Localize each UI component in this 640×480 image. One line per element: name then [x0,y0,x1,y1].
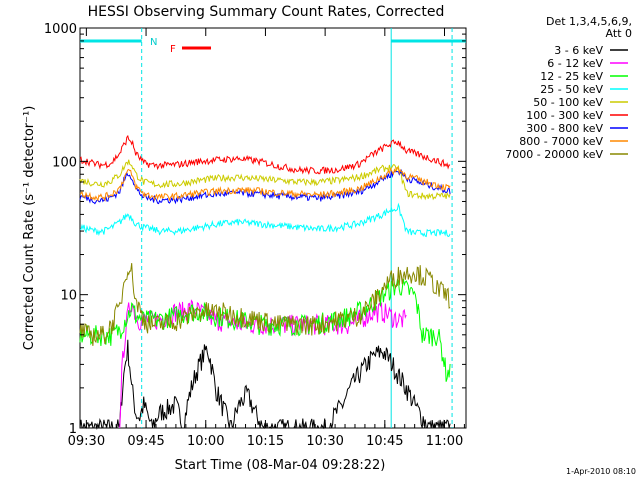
x-tick-label-3: 10:15 [247,434,284,449]
legend-label-6-12-kev: 6 - 12 keV [547,57,603,70]
y-axis-label: Corrected Count Rate (s⁻¹ detector⁻¹) [22,106,37,351]
legend-label-12-25-kev: 12 - 25 keV [540,70,603,83]
legend-label-50-100-kev: 50 - 100 keV [533,96,603,109]
x-axis-label: Start Time (08-Mar-04 09:28:22) [175,458,386,473]
chart-title: HESSI Observing Summary Count Rates, Cor… [88,4,445,20]
legend-label-100-300-kev: 100 - 300 keV [526,109,603,122]
night-marker: N [150,37,157,48]
y-tick-label-1: 10 [60,289,77,304]
series-line-300-800-kev [79,169,451,205]
legend-label-7000-20000-kev: 7000 - 20000 keV [505,148,603,161]
series-layer [79,134,451,430]
x-tick-label-4: 10:30 [306,434,343,449]
x-tick-label-1: 09:45 [127,434,164,449]
flare-marker: F [170,44,176,55]
legend-header-line-2: Att 0 [606,27,632,40]
x-tick-label-5: 10:45 [366,434,403,449]
series-line-3-6-kev [79,339,451,430]
legend-label-800-7000-kev: 800 - 7000 keV [519,135,603,148]
timestamp: 1-Apr-2010 08:10 [566,467,636,476]
plot-area: 09:30 09:45 10:00 10:15 10:30 10:45 11:00 1 10 10… [44,22,467,449]
axis-ticks: 09:30 09:45 10:00 10:15 10:30 10:45 11:00 1 10 10… [44,22,466,449]
y-tick-label-2: 100 [52,155,77,170]
y-tick-label-0: 1 [69,422,77,437]
x-tick-label-0: 09:30 [68,434,105,449]
legend-label-25-50-kev: 25 - 50 keV [540,83,603,96]
series-line-7000-20000-kev [79,263,451,346]
series-line-100-300-kev [79,134,451,175]
legend-header-line-1: Det 1,3,4,5,6,9, [546,15,632,28]
x-tick-label-6: 11:00 [426,434,463,449]
legend-label-300-800-kev: 300 - 800 keV [526,122,603,135]
series-line-800-7000-kev [79,167,451,203]
y-tick-label-3: 1000 [44,22,77,37]
legend-label-3-6-kev: 3 - 6 keV [554,44,603,57]
series-line-25-50-kev [79,202,451,238]
x-tick-label-2: 10:00 [187,434,224,449]
